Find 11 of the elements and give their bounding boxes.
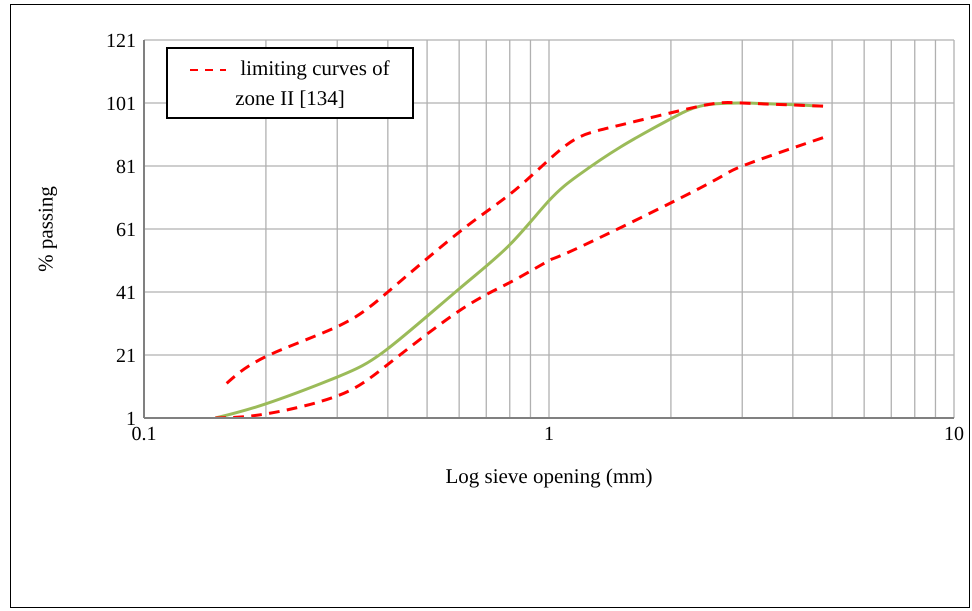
y-tick-label: 61 — [116, 219, 136, 242]
y-tick-label: 121 — [106, 30, 136, 52]
x-axis-title: Log sieve opening (mm) — [445, 464, 653, 488]
y-axis-title: % passing — [33, 186, 58, 272]
legend-label: limiting curves of zone II [134] — [234, 55, 391, 112]
x-tick-label: 10 — [944, 423, 964, 446]
y-tick-label: 21 — [116, 345, 136, 368]
y-tick-label: 81 — [116, 156, 136, 178]
y-tick-label: 41 — [116, 282, 136, 304]
y-tick-label: 101 — [106, 93, 136, 116]
x-tick-label: 1 — [544, 423, 554, 446]
